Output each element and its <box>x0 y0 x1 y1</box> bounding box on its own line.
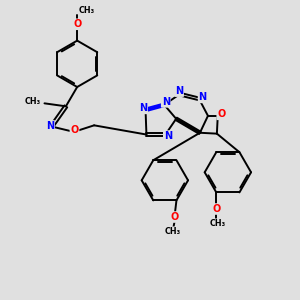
Text: N: N <box>46 121 54 131</box>
Text: CH₃: CH₃ <box>165 227 181 236</box>
Text: CH₃: CH₃ <box>79 6 95 15</box>
Text: O: O <box>70 125 79 135</box>
Text: CH₃: CH₃ <box>210 219 226 228</box>
Text: N: N <box>199 92 207 102</box>
Text: O: O <box>171 212 179 222</box>
Text: CH₃: CH₃ <box>25 98 41 106</box>
Text: N: N <box>164 131 172 141</box>
Text: N: N <box>162 97 170 107</box>
Text: N: N <box>139 103 147 113</box>
Text: N: N <box>175 86 183 96</box>
Text: O: O <box>73 19 81 29</box>
Text: O: O <box>217 109 226 119</box>
Text: O: O <box>212 204 220 214</box>
